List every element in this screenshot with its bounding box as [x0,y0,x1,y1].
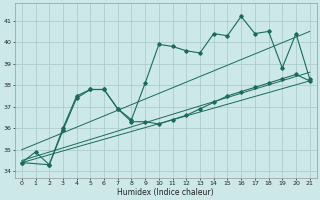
X-axis label: Humidex (Indice chaleur): Humidex (Indice chaleur) [117,188,214,197]
